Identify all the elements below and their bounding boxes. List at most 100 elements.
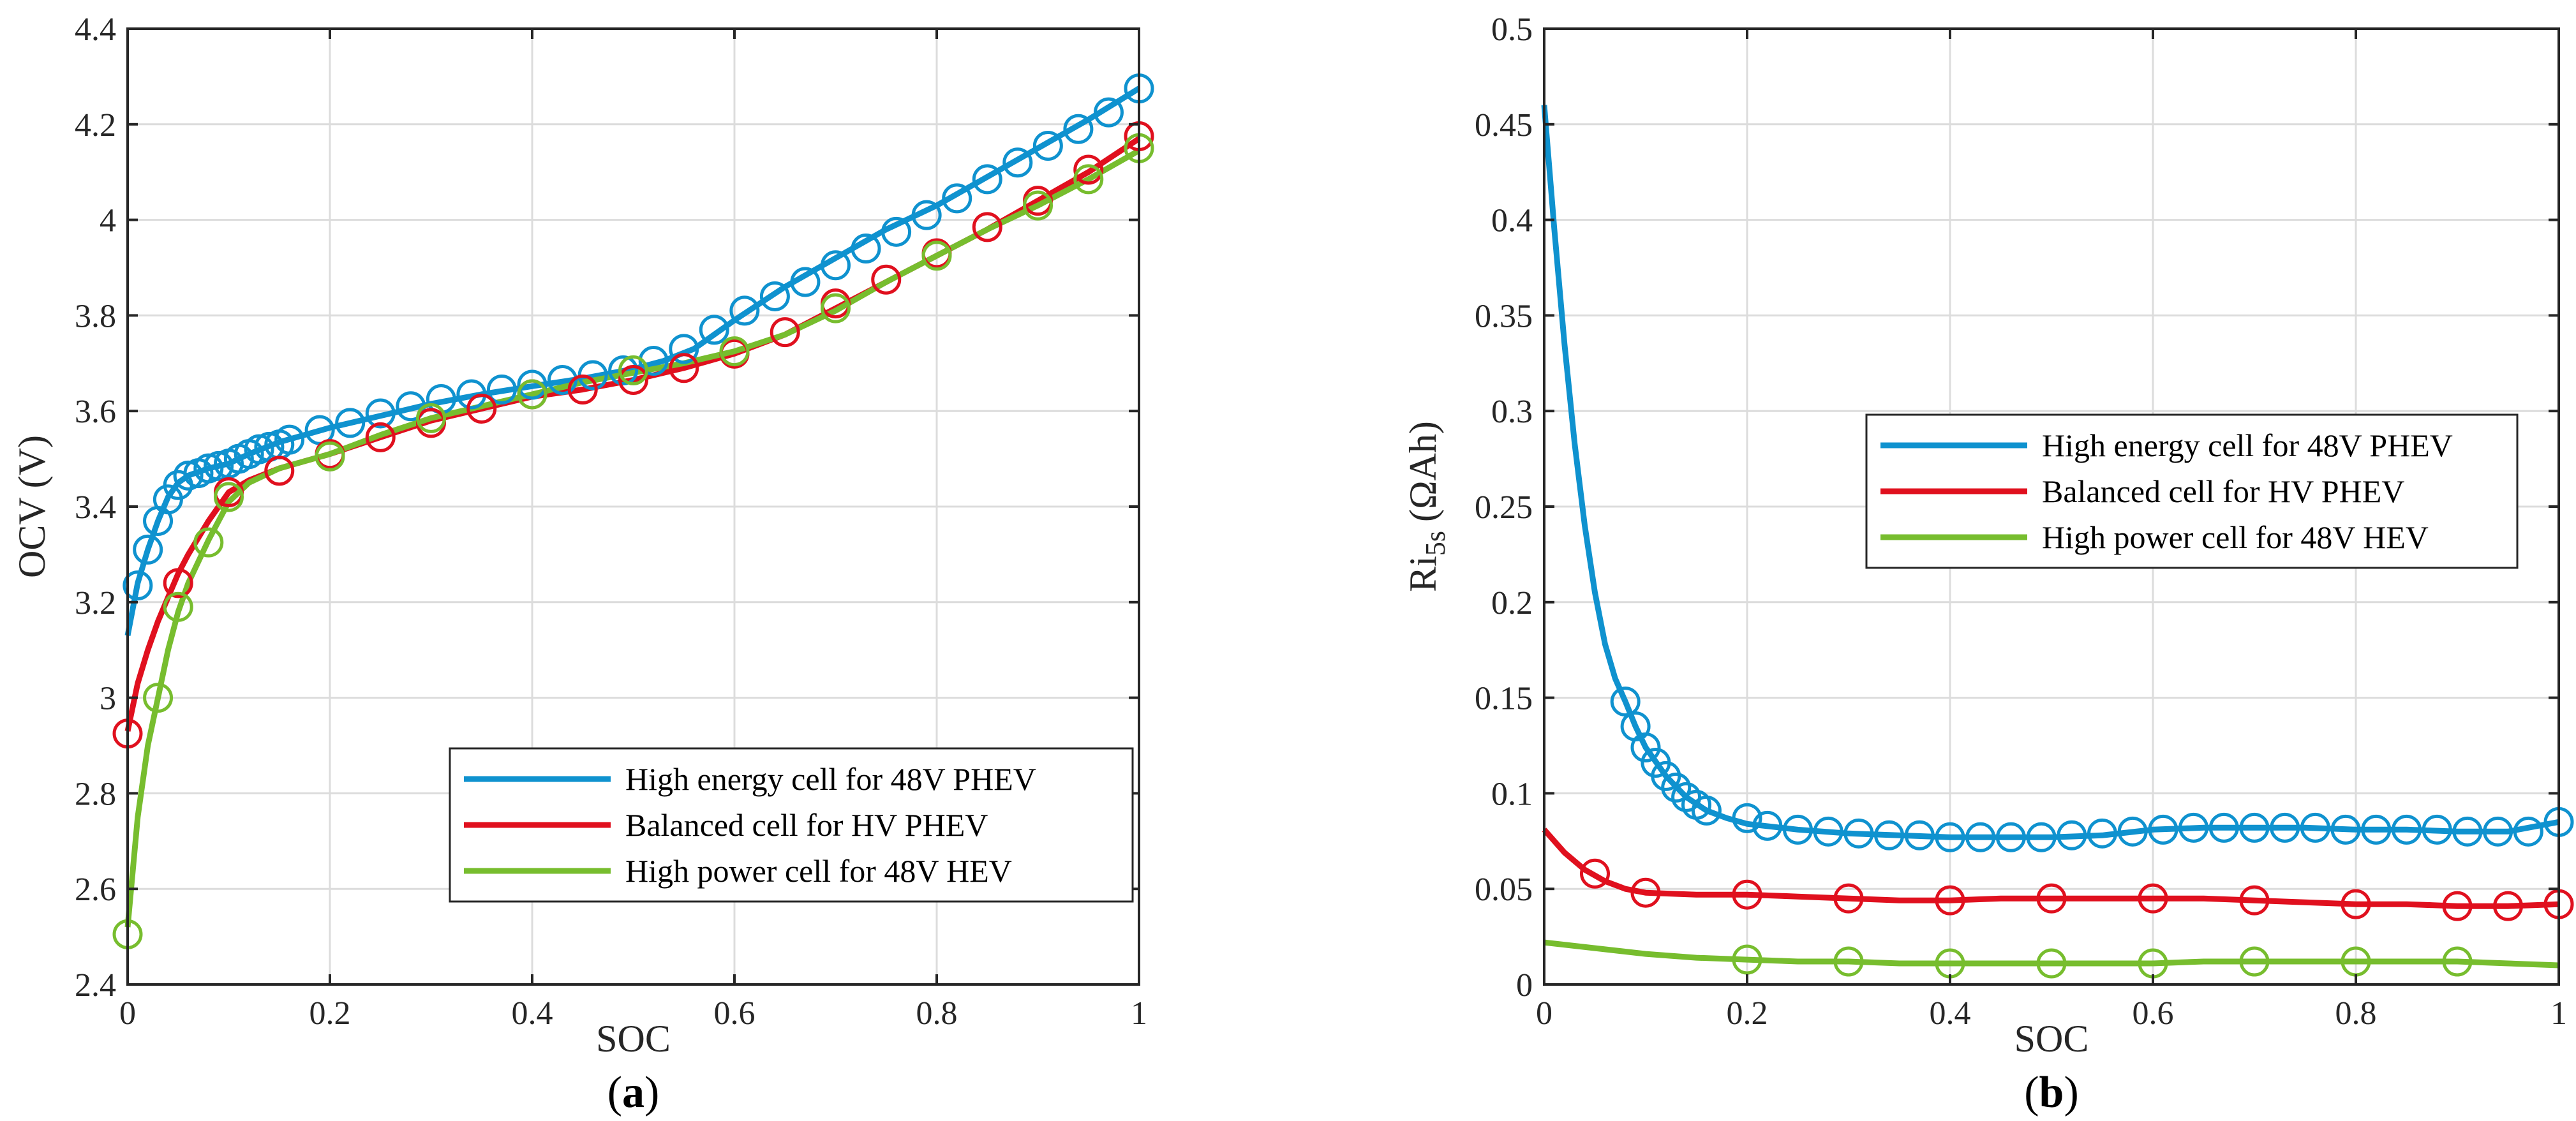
data-point-high-energy-cell-for-48v-phev (669, 334, 699, 364)
data-point-high-power-cell-for-48v-hev (1833, 946, 1864, 977)
data-point-high-energy-cell-for-48v-phev (1732, 803, 1762, 833)
data-point-high-energy-cell-for-48v-phev (1691, 795, 1722, 826)
series-markers-a (112, 73, 1154, 949)
x-tick-label: 0.2 (309, 995, 351, 1032)
x-tick-label: 0.8 (916, 995, 958, 1032)
data-point-balanced-cell-for-hv-phev (264, 456, 295, 486)
data-point-balanced-cell-for-hv-phev (618, 365, 648, 396)
data-point-balanced-cell-for-hv-phev (2138, 883, 2168, 914)
legend-entry-label: High energy cell for 48V PHEV (625, 761, 1036, 797)
legend-a: High energy cell for 48V PHEV Balanced ce… (449, 747, 1134, 903)
data-point-high-energy-cell-for-48v-phev (2513, 816, 2543, 847)
panel-label-letter-b: b (2039, 1068, 2064, 1117)
legend-entry-label: High power cell for 48V HEV (625, 853, 1012, 889)
x-tick-label: 0.6 (2133, 995, 2174, 1032)
data-point-high-energy-cell-for-48v-phev (1783, 814, 1813, 845)
y-tick-label: 0.45 (1475, 107, 1533, 144)
y-axis-label-unit-b: (ΩAh) (1402, 421, 1444, 522)
data-point-high-energy-cell-for-48v-phev (881, 216, 912, 247)
data-point-high-energy-cell-for-48v-phev (2330, 814, 2361, 845)
series-line-balanced-cell-for-hv-phev (1542, 828, 2559, 909)
data-point-high-energy-cell-for-48v-phev (2270, 812, 2300, 843)
data-point-high-energy-cell-for-48v-phev (133, 534, 163, 565)
data-point-balanced-cell-for-hv-phev (2442, 891, 2473, 921)
y-tick-label: 0.3 (1491, 394, 1533, 430)
data-point-balanced-cell-for-hv-phev (2341, 889, 2371, 919)
ticks-a (126, 27, 1140, 986)
panel-label-close-a: ) (644, 1068, 659, 1117)
data-point-high-energy-cell-for-48v-phev (123, 570, 153, 601)
panel-label-open-b: ( (2024, 1068, 2039, 1117)
legend-entry-label: Balanced cell for HV PHEV (625, 807, 988, 843)
data-point-high-energy-cell-for-48v-phev (1610, 687, 1641, 717)
x-tick-label: 0.4 (1930, 995, 1971, 1032)
data-point-high-energy-cell-for-48v-phev (790, 267, 821, 297)
data-point-high-energy-cell-for-48v-phev (2148, 814, 2178, 845)
data-point-high-power-cell-for-48v-hev (214, 482, 244, 512)
data-point-high-energy-cell-for-48v-phev (1935, 822, 1965, 852)
y-tick-label: 0.25 (1475, 489, 1533, 526)
data-point-high-energy-cell-for-48v-phev (2026, 822, 2057, 852)
data-point-high-power-cell-for-48v-hev (821, 293, 851, 323)
data-point-balanced-cell-for-hv-phev (1732, 879, 1762, 910)
x-tick-label: 0 (1536, 995, 1552, 1032)
legend-entry-label: High power cell for 48V HEV (2042, 519, 2429, 555)
data-point-high-power-cell-for-48v-hev (921, 241, 952, 271)
data-point-high-energy-cell-for-48v-phev (2483, 816, 2513, 847)
data-point-high-power-cell-for-48v-hev (193, 527, 224, 558)
data-point-high-energy-cell-for-48v-phev (1904, 820, 1935, 850)
data-point-high-energy-cell-for-48v-phev (1661, 772, 1692, 803)
y-tick-label: 3.4 (75, 489, 116, 526)
data-point-high-energy-cell-for-48v-phev (2422, 814, 2452, 845)
data-point-balanced-cell-for-hv-phev (1630, 877, 1661, 908)
data-point-high-energy-cell-for-48v-phev (821, 250, 851, 281)
x-axis-label-b: SOC (2014, 1018, 2089, 1060)
data-point-balanced-cell-for-hv-phev (163, 568, 193, 598)
y-axis-label-main-b: Ri (1402, 556, 1444, 592)
y-tick-label: 4 (100, 203, 116, 239)
data-point-high-power-cell-for-48v-hev (618, 355, 648, 386)
data-point-high-energy-cell-for-48v-phev (1671, 782, 1702, 812)
data-point-high-energy-cell-for-48v-phev (2208, 812, 2239, 843)
x-tick-label: 0.6 (714, 995, 756, 1032)
panel-label-letter-a: a (622, 1068, 644, 1117)
data-point-high-energy-cell-for-48v-phev (851, 234, 881, 264)
data-point-high-power-cell-for-48v-hev (1732, 944, 1762, 975)
data-point-high-energy-cell-for-48v-phev (2087, 818, 2117, 849)
legend-entry-label: Balanced cell for HV PHEV (2042, 473, 2404, 509)
data-point-balanced-cell-for-hv-phev (1073, 154, 1104, 185)
panel-label-close-b: ) (2064, 1068, 2078, 1117)
data-point-high-power-cell-for-48v-hev (1023, 190, 1053, 221)
data-point-balanced-cell-for-hv-phev (972, 212, 1002, 242)
chart-panel-a: 0 0.2 0.4 0.6 0.8 1 2.4 2.6 2.8 3 3.2 3.4 3.6 3.8 4 4.2… (11, 11, 1154, 1117)
data-point-balanced-cell-for-hv-phev (1580, 858, 1610, 889)
data-point-high-energy-cell-for-48v-phev (2300, 812, 2330, 843)
legend-entry-label: High energy cell for 48V PHEV (2042, 427, 2453, 463)
data-point-high-energy-cell-for-48v-phev (2361, 814, 2392, 845)
y-tick-label: 3.8 (75, 298, 116, 334)
data-point-high-energy-cell-for-48v-phev (486, 374, 517, 405)
data-point-high-energy-cell-for-48v-phev (1002, 147, 1033, 178)
data-point-high-energy-cell-for-48v-phev (638, 346, 669, 376)
y-tick-label: 0.35 (1475, 298, 1533, 334)
x-tick-label: 0.2 (1727, 995, 1768, 1032)
panel-label-a: (a) (607, 1068, 660, 1117)
data-point-high-energy-cell-for-48v-phev (1843, 818, 1874, 849)
data-point-balanced-cell-for-hv-phev (567, 374, 598, 405)
y-tick-label: 0.1 (1491, 776, 1533, 812)
data-point-high-energy-cell-for-48v-phev (1752, 810, 1783, 841)
x-tick-label: 1 (2550, 995, 2567, 1032)
panel-label-open-a: ( (607, 1068, 622, 1117)
data-point-high-power-cell-for-48v-hev (315, 441, 345, 471)
data-point-high-energy-cell-for-48v-phev (1063, 114, 1094, 144)
data-point-high-energy-cell-for-48v-phev (1032, 131, 1063, 161)
y-axis-label-b: Ri5s (ΩAh) (1402, 421, 1451, 592)
data-point-balanced-cell-for-hv-phev (1935, 885, 1965, 916)
data-point-balanced-cell-for-hv-phev (2493, 891, 2523, 921)
y-tick-label: 2.8 (75, 776, 116, 812)
data-point-high-energy-cell-for-48v-phev (1813, 816, 1843, 847)
data-point-balanced-cell-for-hv-phev (365, 422, 396, 452)
chart-panel-b: 0 0.2 0.4 0.6 0.8 1 0 0.05 0.1 0.15 0.2 0.25 0.3 0.35… (1402, 11, 2574, 1117)
data-point-high-energy-cell-for-48v-phev (335, 408, 366, 438)
data-point-high-energy-cell-for-48v-phev (517, 369, 547, 400)
